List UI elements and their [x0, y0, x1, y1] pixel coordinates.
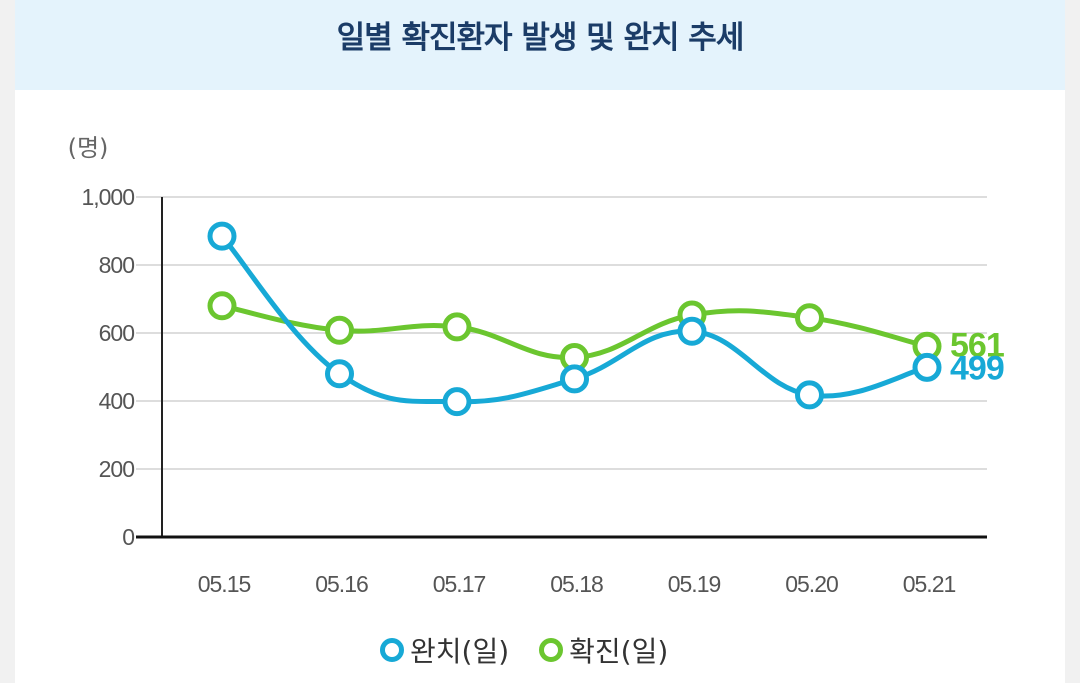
end-label-confirmed: 561 — [950, 326, 1004, 364]
data-point-recovered — [560, 364, 589, 394]
x-tick-label: 05.20 — [785, 571, 838, 597]
chart-card — [15, 0, 1065, 683]
legend-marker-confirmed — [539, 638, 564, 662]
x-tick-label: 05.19 — [668, 571, 721, 597]
y-axis-label: (명) — [68, 134, 109, 162]
x-tick-label: 05.16 — [315, 571, 368, 597]
data-point-confirmed — [795, 303, 824, 333]
legend: 완치(일) 확진(일) — [380, 630, 698, 670]
y-tick-label: 200 — [99, 456, 135, 482]
data-point-recovered — [677, 316, 707, 346]
data-point-recovered — [207, 221, 237, 251]
y-tick-label: 1,000 — [81, 184, 134, 210]
legend-label-recovered: 완치(일) — [410, 635, 510, 668]
legend-label-confirmed: 확진(일) — [569, 635, 669, 668]
title-banner — [15, 0, 1065, 90]
y-tick-label: 600 — [99, 320, 135, 346]
x-tick-label: 05.15 — [198, 571, 251, 597]
data-point-recovered — [795, 380, 824, 410]
y-tick-label: 0 — [122, 524, 134, 550]
x-tick-label: 05.18 — [550, 571, 603, 597]
data-point-recovered — [912, 352, 942, 382]
x-tick-label: 05.17 — [433, 571, 486, 597]
legend-item-recovered[interactable]: 완치(일) — [380, 630, 509, 670]
data-point-confirmed — [442, 312, 472, 342]
y-tick-label: 400 — [99, 388, 135, 414]
data-point-recovered — [442, 387, 472, 417]
chart-title: 일별 확진환자 발생 및 완치 추세 — [336, 20, 745, 56]
y-tick-label: 800 — [99, 252, 135, 278]
legend-item-confirmed[interactable]: 확진(일) — [539, 630, 668, 670]
data-point-recovered — [325, 359, 354, 389]
end-label-recovered: 499 — [950, 349, 1004, 387]
data-point-confirmed — [325, 315, 354, 345]
data-point-confirmed — [207, 291, 237, 321]
legend-marker-recovered — [380, 638, 404, 662]
x-tick-label: 05.21 — [903, 571, 956, 597]
